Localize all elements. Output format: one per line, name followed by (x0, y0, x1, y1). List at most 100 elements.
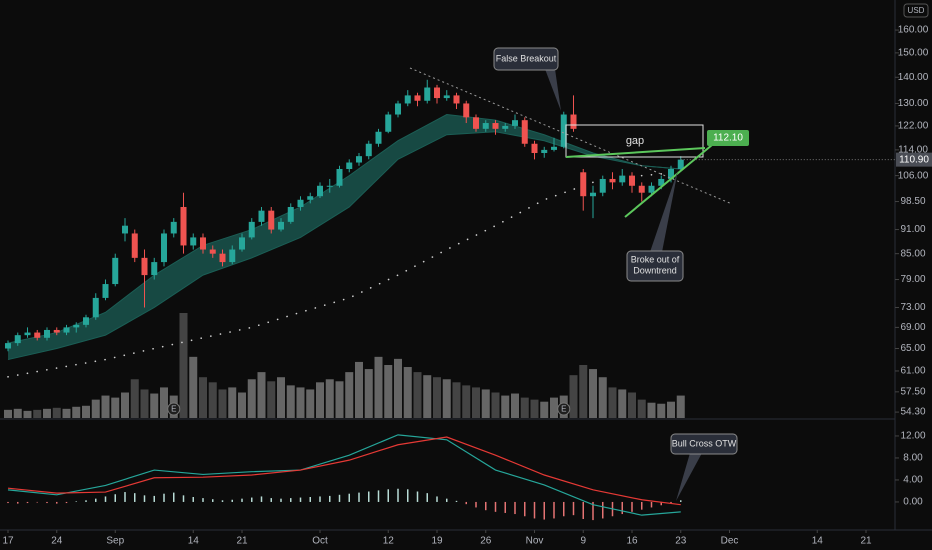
y-tick-label: 0.00 (903, 497, 923, 508)
volume-bar (569, 375, 578, 418)
volume-bar (364, 369, 373, 418)
x-tick-label: 14 (812, 536, 824, 547)
candle-body (219, 253, 226, 263)
volume-bar (472, 387, 480, 418)
volume-bar (667, 401, 675, 418)
macd-histogram-bar (231, 499, 233, 502)
candle-body (385, 114, 392, 132)
macd-histogram-bar (485, 501, 487, 511)
volume-bar (218, 389, 227, 418)
y-tick-label: 73.00 (900, 302, 925, 313)
x-tick-label: 14 (188, 536, 200, 547)
macd-histogram-bar (153, 495, 155, 502)
candle-body (73, 324, 80, 328)
volume-bar (618, 389, 627, 418)
macd-histogram-bar (319, 496, 321, 502)
volume-bar (43, 408, 51, 418)
x-tick-label: Oct (312, 536, 328, 547)
candle-body (24, 332, 31, 336)
callout-label: Downtrend (633, 265, 677, 275)
candle-body (619, 175, 626, 183)
candle-body (229, 249, 236, 263)
macd-histogram-bar (182, 495, 185, 502)
y-tick-label: 106.00 (898, 170, 929, 181)
macd-histogram-bar (173, 492, 175, 502)
candle-body (180, 206, 187, 246)
callout-box (670, 433, 738, 455)
macd-histogram-bar (95, 498, 97, 502)
macd-histogram-bar (553, 501, 555, 519)
candle-body (570, 114, 577, 129)
ema-lower (7, 131, 681, 361)
volume-bar (676, 395, 685, 418)
volume-bar (413, 372, 422, 418)
macd-histogram-bar (134, 493, 136, 502)
candle-body (404, 95, 411, 104)
ema-upper (7, 113, 681, 344)
candle-body (677, 159, 684, 170)
volume-bar (628, 392, 636, 418)
candle-body (453, 95, 460, 104)
x-tick-label: Dec (721, 536, 739, 547)
volume-bar (277, 377, 285, 418)
candle-body (170, 221, 177, 234)
macd-histogram-bar (368, 491, 370, 502)
volume-bar (23, 410, 32, 418)
candle-body (307, 196, 314, 200)
y-tick-label: 12.00 (900, 431, 925, 442)
volume-bar (355, 361, 363, 418)
macd-histogram-bar (26, 501, 29, 504)
candle-body (278, 221, 284, 230)
volume-bar (540, 401, 549, 418)
candle-body (512, 120, 518, 126)
candle-body (14, 335, 21, 344)
macd-histogram-bar (85, 500, 87, 502)
candle-body (482, 123, 489, 129)
macd-histogram-bar (563, 501, 565, 517)
macd-histogram-bar (270, 498, 272, 502)
callout-box (493, 47, 559, 71)
volume-bar (550, 397, 558, 418)
volume-bar (452, 382, 461, 418)
gap-label: gap (626, 135, 644, 147)
macd-histogram-bar (455, 500, 458, 502)
y-tick-label: 140.00 (898, 72, 929, 83)
callout-box (626, 250, 684, 282)
y-tick-label: 114.00 (898, 145, 928, 156)
volume-bar (238, 392, 246, 418)
macd-histogram-bar (377, 490, 380, 502)
macd-histogram-bar (163, 493, 165, 502)
macd-histogram-bar (582, 501, 584, 519)
macd-histogram-bar (17, 501, 19, 504)
candle-body (414, 95, 421, 101)
macd-histogram-bar (407, 489, 409, 502)
macd-histogram-bar (202, 498, 204, 502)
volume-bar (589, 369, 597, 418)
volume-bar (530, 399, 539, 418)
candle-body (395, 103, 401, 115)
last-price-tag (896, 152, 932, 167)
macd-histogram-bar (670, 501, 672, 504)
macd-histogram-bar (533, 501, 536, 519)
volume-bar (82, 405, 90, 418)
earnings-label: E (561, 405, 566, 414)
volume-bar (423, 375, 432, 418)
y-tick-label: 8.00 (903, 453, 923, 464)
callout-label: Broke out of (631, 254, 680, 264)
volume-bar (160, 387, 168, 418)
candle-body (326, 185, 333, 187)
callout-pointer (545, 69, 561, 111)
candle-body (463, 103, 470, 118)
candle-body (560, 114, 567, 147)
volume-bar (33, 409, 42, 418)
macd-line (7, 434, 681, 516)
volume-bar (481, 389, 490, 418)
x-tick-label: 9 (580, 536, 586, 547)
y-tick-label: 4.00 (903, 475, 923, 486)
macd-histogram-bar (504, 501, 506, 513)
volume-bar (647, 402, 656, 418)
candle-body (209, 249, 216, 254)
volume-bar (199, 377, 207, 418)
volume-bar (121, 392, 129, 418)
